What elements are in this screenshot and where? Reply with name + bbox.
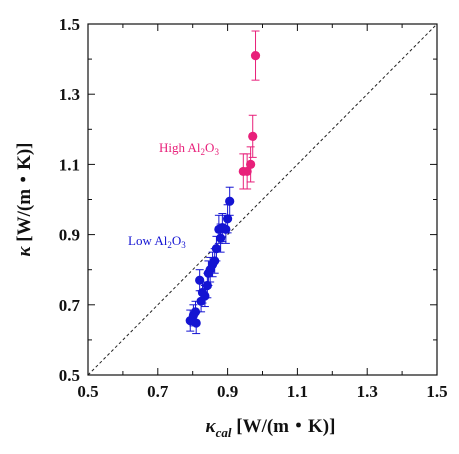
- y-tick-label: 0.9: [59, 226, 80, 245]
- x-tick-label: 0.5: [77, 382, 98, 401]
- data-point: [238, 166, 248, 177]
- data-point: [246, 159, 256, 169]
- data-point: [196, 296, 206, 306]
- x-tick-label: 0.9: [217, 382, 238, 401]
- y-tick-label: 1.3: [59, 85, 80, 104]
- data-point: [248, 131, 258, 141]
- x-tick-label: 1.3: [357, 382, 378, 401]
- data-point: [225, 196, 235, 206]
- reference-line-y-equals-x: [87, 23, 438, 376]
- label-low-al2o3: Low Al2O3: [128, 233, 186, 250]
- x-tick-label: 1.1: [287, 382, 308, 401]
- y-tick-label: 0.5: [59, 366, 80, 385]
- x-tick-label: 0.7: [147, 382, 169, 401]
- series-low-al2o3: [185, 186, 235, 335]
- x-axis-title: κcal [W/(m・K)]: [206, 416, 336, 440]
- y-tick-label: 0.7: [59, 296, 81, 315]
- series-high-al2o3: [238, 30, 261, 190]
- data-point: [223, 214, 233, 224]
- y-axis-title: κ [W/(m・K)]: [14, 142, 35, 256]
- label-high-al2o3: High Al2O3: [159, 140, 219, 157]
- y-tick-label: 1.1: [59, 155, 80, 174]
- y-tick-label: 1.5: [59, 15, 80, 34]
- x-tick-label: 1.5: [426, 382, 447, 401]
- data-point: [195, 275, 205, 285]
- data-point: [250, 50, 261, 61]
- data-point: [214, 224, 224, 234]
- data-point: [216, 233, 226, 243]
- data-point: [191, 318, 201, 328]
